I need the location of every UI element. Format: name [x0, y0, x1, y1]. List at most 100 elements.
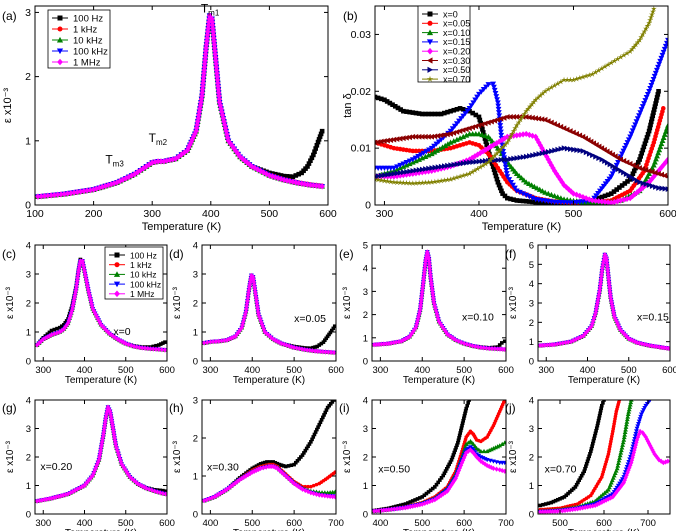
data-point — [406, 158, 413, 164]
series-line-2 — [540, 253, 669, 349]
data-point — [379, 172, 385, 179]
data-point — [387, 137, 394, 143]
data-point — [131, 343, 137, 350]
data-point — [382, 172, 388, 179]
data-point — [73, 290, 78, 296]
data-point — [583, 149, 589, 156]
data-point — [482, 158, 489, 164]
data-point — [453, 174, 460, 181]
data-point — [99, 439, 105, 445]
data-point — [381, 177, 388, 184]
data-point — [473, 158, 479, 165]
data-point — [216, 99, 223, 106]
data-point — [319, 183, 325, 190]
data-point — [646, 167, 652, 174]
data-point — [542, 342, 548, 348]
data-point — [478, 89, 485, 95]
data-point — [463, 126, 469, 133]
data-point — [608, 292, 613, 298]
data-point — [552, 147, 558, 154]
data-point — [212, 494, 217, 500]
data-point — [300, 486, 305, 492]
data-point — [643, 25, 649, 32]
data-point — [520, 131, 526, 138]
data-point — [539, 150, 545, 157]
data-point — [634, 177, 640, 184]
y-axis-label: ε x10⁻³ — [172, 286, 183, 319]
data-point — [375, 165, 378, 171]
data-point — [528, 101, 535, 107]
x-tick-label: 300 — [143, 208, 161, 220]
data-point — [636, 187, 643, 194]
data-point — [287, 477, 293, 483]
data-point — [576, 74, 583, 81]
data-point — [375, 139, 381, 145]
data-point — [403, 336, 408, 342]
data-point — [513, 113, 520, 120]
data-point — [275, 338, 280, 345]
data-point — [419, 179, 426, 186]
data-point — [291, 345, 297, 351]
data-point — [610, 163, 616, 169]
data-point — [646, 19, 653, 26]
data-point — [258, 465, 263, 471]
data-point — [450, 130, 457, 136]
x-tick-label: 100 — [26, 208, 44, 220]
data-point — [332, 324, 336, 328]
data-point — [423, 261, 428, 267]
data-point — [520, 154, 526, 161]
data-point — [159, 347, 165, 353]
data-point — [599, 270, 604, 277]
data-point — [511, 155, 517, 162]
data-point — [532, 133, 539, 140]
y-tick-label: 3 — [363, 287, 368, 298]
data-point — [233, 333, 238, 339]
data-point — [422, 133, 428, 140]
data-point — [615, 166, 621, 173]
data-point — [423, 166, 429, 172]
data-point — [495, 103, 502, 109]
data-point — [310, 348, 315, 354]
x-tick-label: 300 — [372, 365, 388, 376]
data-point — [627, 195, 633, 202]
x-tick-label: 400 — [580, 365, 596, 376]
y-tick-label: 2 — [193, 299, 198, 310]
data-point — [509, 130, 515, 137]
data-point — [187, 141, 193, 149]
data-point — [566, 339, 571, 345]
y-tick-label: 4 — [193, 241, 198, 252]
data-point — [564, 76, 571, 83]
data-point — [639, 166, 646, 172]
data-point — [246, 290, 251, 296]
data-point — [476, 122, 482, 129]
data-point — [140, 165, 147, 172]
data-point — [629, 193, 636, 200]
data-point — [213, 63, 220, 71]
data-point — [385, 171, 391, 178]
data-point — [530, 98, 537, 105]
series-group — [35, 257, 167, 353]
data-point — [497, 123, 504, 129]
data-point — [552, 341, 557, 348]
data-point — [469, 124, 475, 131]
data-point — [372, 342, 377, 348]
data-point — [526, 114, 532, 121]
x-tick-label: 600 — [498, 365, 514, 376]
x-tick-label: 700 — [328, 518, 344, 529]
y-tick-label: 4 — [26, 241, 31, 252]
data-point — [81, 187, 87, 195]
data-point — [137, 482, 143, 488]
data-point — [157, 490, 163, 496]
data-point — [58, 191, 64, 198]
data-point — [608, 59, 615, 66]
data-point — [436, 146, 443, 152]
data-point — [331, 349, 336, 356]
data-point — [570, 76, 577, 83]
data-point — [106, 406, 112, 412]
data-point — [491, 117, 498, 124]
data-point — [573, 336, 579, 342]
data-point — [599, 198, 605, 205]
data-point — [38, 193, 44, 200]
data-point — [586, 327, 591, 333]
